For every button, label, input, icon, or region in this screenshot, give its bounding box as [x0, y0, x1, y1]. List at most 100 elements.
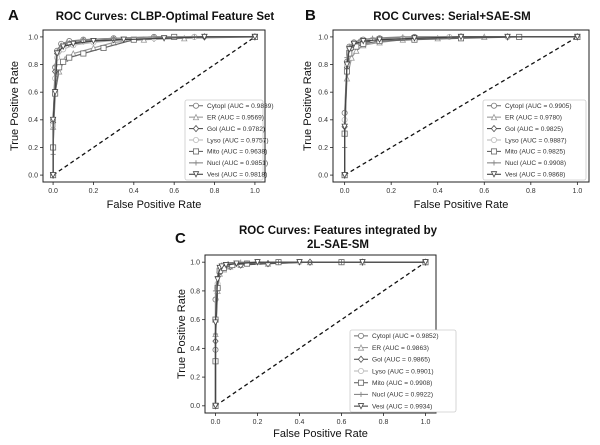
legend-item-gol: Gol (AUC = 0.9825) [487, 124, 563, 133]
legend-item-gol: Gol (AUC = 0.9782) [189, 124, 265, 133]
x-tick-label: 0.4 [129, 188, 139, 195]
legend-marker [490, 113, 498, 121]
y-tick-label: 0.6 [28, 90, 38, 97]
x-tick-label: 0.0 [340, 188, 350, 195]
roc-point [343, 61, 351, 69]
roc-point [49, 172, 57, 179]
legend-item-nucl: Nucl (AUC = 0.9922) [354, 392, 433, 399]
legend-label: Cytopl (AUC = 0.9905) [505, 103, 572, 110]
y-tick-label: 0.4 [190, 346, 200, 353]
roc-point [341, 123, 348, 131]
y-tick-label: 1.0 [190, 260, 200, 267]
y-axis-label: True Positive Rate [176, 289, 188, 379]
roc-point [411, 35, 418, 42]
panel-letter: B [305, 7, 316, 24]
legend-item-lyso: Lyso (AUC = 0.9901) [354, 367, 434, 375]
legend-label: Vesi (AUC = 0.9934) [372, 403, 432, 410]
y-tick-label: 0.8 [28, 62, 38, 69]
x-tick-label: 0.4 [433, 188, 443, 195]
legend-label: Gol (AUC = 0.9782) [207, 126, 265, 133]
roc-point [64, 39, 70, 46]
x-tick-label: 0.8 [526, 188, 536, 195]
roc-point [90, 38, 97, 45]
legend-box [482, 99, 587, 181]
roc-point [53, 50, 61, 57]
roc-point [66, 54, 73, 61]
x-axis-label: False Positive Rate [414, 199, 509, 211]
legend-item-cytopl: Cytopl (AUC = 0.9852) [354, 332, 439, 340]
roc-point [212, 402, 219, 410]
roc-point [341, 172, 348, 179]
x-tick-label: 0.2 [89, 188, 99, 195]
y-axis-label: True Positive Rate [302, 61, 314, 151]
roc-point [212, 319, 219, 327]
roc-point [348, 54, 355, 61]
roc-point [376, 36, 383, 44]
roc-panel-c: C ROC Curves: Features integrated by 2L-SA… [175, 225, 457, 440]
legend-marker [193, 160, 199, 166]
x-tick-label: 0.2 [253, 419, 263, 426]
roc-point [140, 36, 148, 43]
roc-point [100, 44, 107, 51]
roc-point [504, 33, 511, 41]
roc-point [70, 40, 77, 48]
legend-label: Mito (AUC = 0.9638) [207, 149, 267, 156]
legend-marker [357, 403, 365, 410]
legend-item-nucl: Nucl (AUC = 0.9851) [189, 160, 268, 167]
x-axis-label: False Positive Rate [107, 199, 202, 211]
x-tick-label: 0.4 [295, 419, 305, 426]
legend-label: ER (AUC = 0.9569) [207, 114, 264, 121]
legend-label: Cytopl (AUC = 0.9839) [207, 103, 274, 110]
legend-marker [357, 332, 364, 339]
legend-label: Gol (AUC = 0.9865) [372, 357, 430, 364]
x-axis-label: False Positive Rate [273, 428, 368, 440]
y-tick-label: 0.6 [190, 317, 200, 324]
legend-item-cytopl: Cytopl (AUC = 0.9839) [189, 102, 274, 110]
y-tick-label: 0.2 [318, 145, 328, 152]
roc-point [60, 58, 67, 65]
roc-point [574, 33, 581, 41]
y-tick-label: 0.8 [318, 62, 328, 69]
legend-label: Gol (AUC = 0.9825) [505, 126, 563, 133]
legend-item-gol: Gol (AUC = 0.9865) [354, 355, 430, 364]
legend-label: ER (AUC = 0.9780) [505, 114, 562, 121]
y-tick-label: 0.2 [28, 145, 38, 152]
legend-item-lyso: Lyso (AUC = 0.9757) [189, 136, 269, 144]
roc-point [350, 40, 358, 48]
legend-marker [192, 136, 199, 143]
legend-box [184, 99, 264, 181]
legend-box [349, 329, 457, 413]
random-chance-diagonal [215, 261, 426, 407]
chart-title: ROC Curves: Serial+SAE-SM [373, 11, 531, 23]
x-tick-label: 1.0 [572, 188, 582, 195]
y-tick-label: 0.4 [318, 117, 328, 124]
panel-letter: A [8, 7, 19, 24]
x-tick-label: 1.0 [250, 188, 260, 195]
legend-label: Nucl (AUC = 0.9851) [207, 160, 268, 167]
legend-item-cytopl: Cytopl (AUC = 0.9905) [487, 102, 572, 110]
y-tick-label: 0.0 [28, 172, 38, 179]
roc-point [296, 259, 303, 266]
legend-item-vesi: Vesi (AUC = 0.9934) [354, 403, 432, 410]
chart-title: ROC Curves: Features integrated by [239, 225, 438, 237]
legend-label: Vesi (AUC = 0.9868) [505, 172, 565, 179]
roc-series-vesi [341, 33, 581, 179]
random-chance-diagonal [344, 36, 578, 176]
x-tick-label: 0.6 [169, 188, 179, 195]
roc-point [201, 33, 208, 41]
legend-item-mito: Mito (AUC = 0.9825) [487, 148, 565, 156]
legend-item-er: ER (AUC = 0.9863) [354, 344, 429, 352]
legend-label: Cytopl (AUC = 0.9852) [372, 333, 439, 340]
roc-point [214, 276, 221, 283]
roc-point [346, 46, 353, 53]
roc-point [422, 259, 429, 266]
legend-marker [357, 344, 365, 351]
roc-point [457, 33, 465, 41]
legend-marker [490, 102, 497, 109]
roc-point [80, 50, 87, 57]
x-tick-label: 0.6 [479, 188, 489, 195]
legend-marker [358, 391, 364, 398]
legend-label: Lyso (AUC = 0.9757) [207, 137, 269, 144]
roc-point [160, 35, 168, 42]
